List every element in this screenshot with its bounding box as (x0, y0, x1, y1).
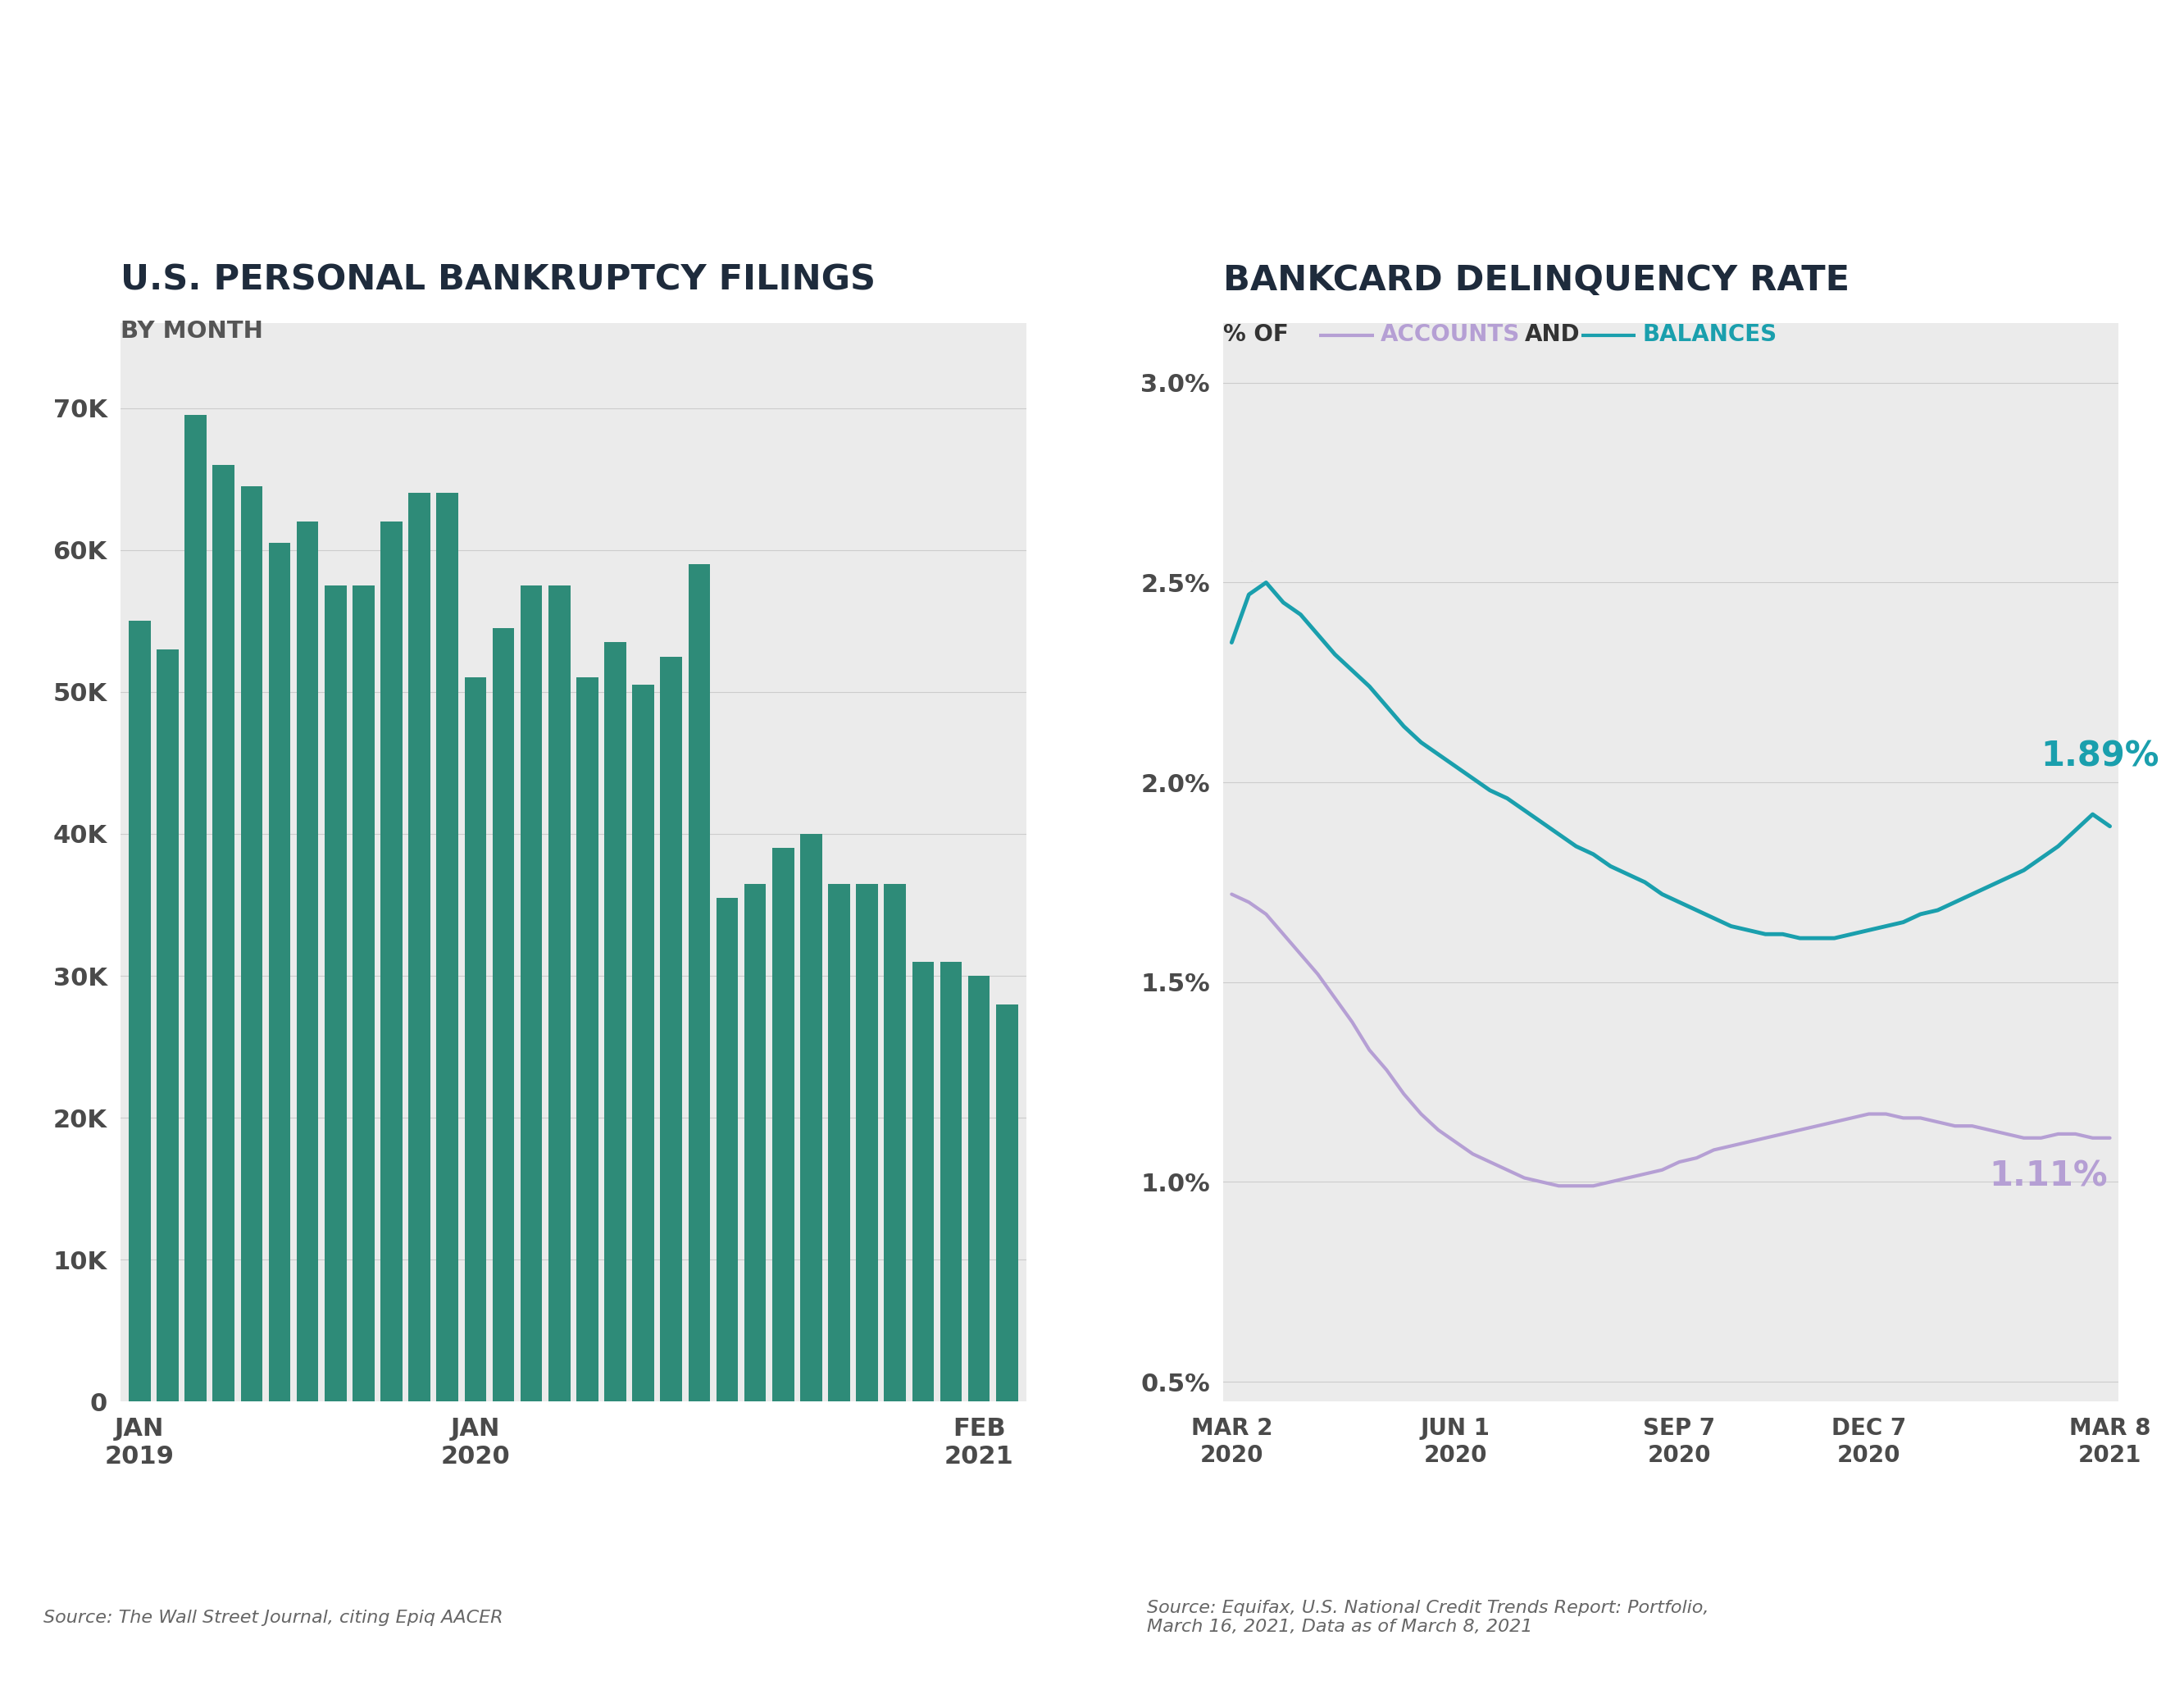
Bar (408, 493, 430, 1402)
Bar (828, 883, 850, 1402)
Bar (129, 620, 151, 1402)
Bar (968, 975, 989, 1402)
Bar (996, 1004, 1018, 1402)
Text: % OF: % OF (1223, 323, 1289, 347)
Text: ACCOUNTS: ACCOUNTS (1380, 323, 1520, 347)
Text: 1.11%: 1.11% (1990, 1159, 2108, 1193)
Bar (352, 586, 373, 1402)
Text: BALANCES: BALANCES (1642, 323, 1778, 347)
Bar (325, 586, 347, 1402)
Bar (577, 678, 598, 1402)
Bar (437, 493, 459, 1402)
Bar (212, 466, 234, 1402)
Bar (799, 834, 821, 1402)
Text: BY MONTH: BY MONTH (120, 319, 262, 343)
Text: 1.89%: 1.89% (2042, 739, 2160, 773)
Bar (380, 522, 402, 1402)
Bar (633, 685, 655, 1402)
Bar (856, 883, 878, 1402)
Text: U.S. PERSONAL BANKRUPTCY FILINGS: U.S. PERSONAL BANKRUPTCY FILINGS (120, 263, 876, 297)
Bar (885, 883, 906, 1402)
Bar (297, 522, 319, 1402)
Bar (269, 544, 290, 1402)
Bar (913, 962, 935, 1402)
Text: CONSUMER BANKRUPTCIES AND DELINQUENCIES DECLINE: CONSUMER BANKRUPTCIES AND DELINQUENCIES … (236, 39, 1948, 88)
Text: Source: Equifax, U.S. National Credit Trends Report: Portfolio,
March 16, 2021, : Source: Equifax, U.S. National Credit Tr… (1147, 1600, 1708, 1634)
Bar (465, 678, 487, 1402)
Bar (491, 629, 513, 1402)
Text: Source: The Wall Street Journal, citing Epiq AACER: Source: The Wall Street Journal, citing … (44, 1609, 502, 1626)
Bar (660, 656, 681, 1402)
Bar (240, 486, 262, 1402)
Bar (716, 897, 738, 1402)
Bar (520, 586, 542, 1402)
Bar (939, 962, 961, 1402)
Text: AND: AND (1524, 323, 1579, 347)
Bar (605, 642, 627, 1402)
Bar (186, 415, 207, 1402)
Bar (745, 883, 767, 1402)
Bar (548, 586, 570, 1402)
Bar (773, 848, 795, 1402)
Bar (157, 649, 179, 1402)
Text: BANKCARD DELINQUENCY RATE: BANKCARD DELINQUENCY RATE (1223, 263, 1850, 297)
Bar (688, 564, 710, 1402)
